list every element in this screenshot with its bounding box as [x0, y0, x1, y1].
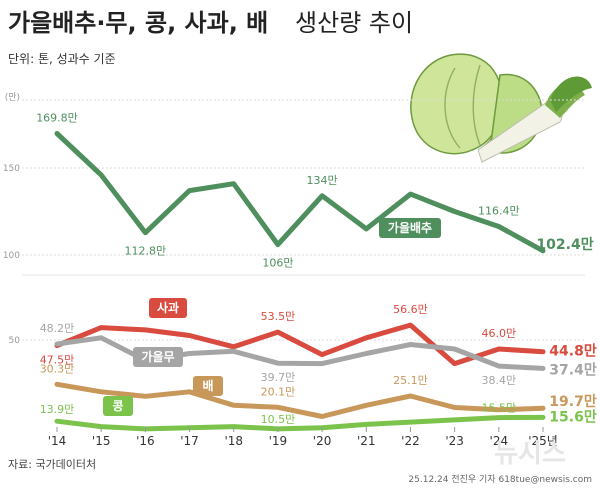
title: 가을배추·무, 콩, 사과, 배 생산량 추이 — [8, 9, 413, 37]
x-tick-2: '16 — [136, 434, 155, 448]
series-line-배 — [54, 381, 546, 419]
x-tick-11: '25년 — [528, 434, 558, 448]
source-note: 자료: 국가데이터처 — [8, 458, 96, 471]
data-label-사과-5: 53.5만 — [261, 310, 296, 323]
data-label-가을무-5: 39.7만 — [261, 371, 296, 384]
y-axis-unit: (만) — [5, 92, 20, 103]
x-tick-0: '14 — [48, 434, 67, 448]
series-tag-사과: 사과 — [157, 300, 179, 315]
watermark-logo: 뉴시스 — [494, 439, 566, 469]
series-line-가을배추 — [54, 131, 546, 254]
series-tag-배: 배 — [202, 378, 213, 393]
series-line-콩 — [54, 414, 546, 432]
x-axis: '14 '15 '16 '17 '18 '19 '20 '21 '22 '23 '24 '25년 — [48, 427, 558, 448]
x-tick-10: '24 — [490, 434, 509, 448]
data-label-사과-11: 44.8만 — [549, 344, 597, 360]
x-tick-9: '23 — [445, 434, 464, 448]
series-tag-bg-가을배추 — [379, 218, 441, 238]
title-bold: 가을배추·무, 콩, 사과, 배 — [8, 9, 268, 37]
data-labels: 169.8만 112.8만 106만 134만 116.4만 102.4만 47.5만 53.… — [36, 112, 597, 426]
series-tag-bg-사과 — [149, 298, 187, 318]
data-label-가을배추-6: 134만 — [307, 174, 338, 187]
series-tag-가을배추: 가을배추 — [388, 220, 432, 235]
series-tag-bg-가을무 — [133, 347, 183, 367]
data-label-가을배추-0: 169.8만 — [36, 112, 78, 125]
data-label-사과-8: 56.6만 — [393, 303, 428, 316]
series-tag-콩: 콩 — [112, 399, 123, 413]
series-line-사과 — [54, 322, 546, 367]
series-tag-bg-배 — [193, 376, 223, 396]
data-label-가을배추-5: 106만 — [262, 257, 293, 270]
data-label-콩-11: 15.6만 — [549, 409, 597, 425]
data-label-배-5: 20.1만 — [261, 385, 296, 398]
x-tick-3: '17 — [180, 434, 199, 448]
x-tick-4: '18 — [224, 434, 243, 448]
title-regular: 생산량 추이 — [295, 9, 413, 37]
x-tick-6: '20 — [313, 434, 332, 448]
x-tick-1: '15 — [92, 434, 111, 448]
data-label-가을무-0: 48.2만 — [40, 322, 75, 335]
data-label-가을무-10: 38.4만 — [482, 374, 517, 387]
x-tick-8: '22 — [401, 434, 420, 448]
data-label-콩-0: 13.9만 — [40, 403, 75, 416]
data-label-콩-10: 15.5만 — [482, 402, 517, 415]
data-label-가을무-11: 37.4만 — [549, 362, 597, 378]
unit-note: 단위: 톤, 성과수 기준 — [8, 52, 116, 66]
data-label-사과-10: 46.0만 — [482, 327, 517, 340]
y-tick-150: 150 — [3, 164, 20, 174]
data-label-가을배추-11: 102.4만 — [536, 237, 593, 253]
credit-note: 25.12.24 전진우 기자 618tue@newsis.com — [408, 474, 592, 485]
data-label-콩-5: 10.5만 — [261, 413, 296, 426]
data-label-가을배추-10: 116.4만 — [478, 204, 520, 217]
x-tick-7: '21 — [357, 434, 376, 448]
grid-bottom — [22, 274, 585, 341]
y-tick-labels: 100 150 (만) 50 — [3, 92, 20, 346]
data-label-사과-0: 47.5만 — [40, 354, 75, 367]
data-label-배-8: 25.1만 — [393, 374, 428, 387]
data-label-배-11: 19.7만 — [549, 394, 597, 410]
cabbage-radish-illustration — [410, 53, 592, 163]
data-label-배-0: 30.3만 — [40, 362, 75, 375]
y-tick-100: 100 — [3, 251, 20, 261]
data-label-가을배추-2: 112.8만 — [125, 245, 167, 258]
series-tag-bg-콩 — [103, 396, 133, 416]
grid-top — [22, 99, 585, 256]
series-lines — [54, 131, 546, 432]
x-tick-5: '19 — [269, 434, 288, 448]
series-tag-가을무: 가을무 — [141, 349, 174, 364]
y-tick-bottom-50: 50 — [9, 336, 21, 346]
